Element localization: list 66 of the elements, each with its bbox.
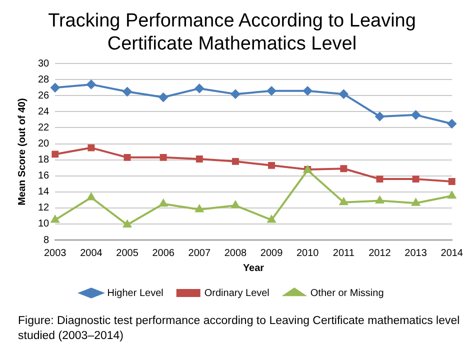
legend-label: Higher Level [107, 288, 164, 299]
point [268, 162, 276, 169]
point [376, 176, 384, 183]
point [196, 156, 203, 162]
y-tick-label: 20 [38, 138, 50, 150]
point [88, 144, 95, 152]
text: Figure: Diagnostic test performance according to Leaving Certificate mathematics level studied (2003–2014) [17, 314, 461, 344]
point [375, 112, 384, 122]
point [340, 165, 348, 172]
point [230, 90, 240, 99]
point [447, 119, 456, 128]
legend-label: Other or Missing [310, 288, 384, 299]
x-tick-label: 2010 [296, 248, 320, 259]
point [52, 150, 59, 158]
point [194, 84, 204, 93]
point [195, 205, 204, 212]
point [232, 158, 239, 165]
x-tick-label: 2012 [368, 248, 392, 259]
point [122, 87, 132, 96]
y-tick-label: 10 [38, 218, 50, 230]
point [339, 90, 348, 99]
y-tick-label: 26 [38, 90, 50, 102]
y-tick-label: 16 [38, 170, 50, 182]
y-axis-title: Mean Score (out of 40) [16, 98, 28, 206]
point [51, 215, 60, 223]
point [160, 154, 167, 161]
x-tick-label: 2005 [116, 248, 139, 259]
point [340, 198, 348, 206]
point [448, 178, 456, 185]
point [123, 220, 132, 228]
point [159, 199, 168, 207]
x-tick-label: 2009 [260, 248, 284, 259]
x-tick-label: 2003 [44, 248, 67, 259]
y-tick-label: 14 [38, 186, 50, 198]
point [268, 215, 276, 223]
x-tick-label: 2007 [188, 248, 211, 259]
x-tick-label: 2011 [332, 248, 355, 259]
y-tick-label: 24 [38, 106, 50, 118]
point [158, 92, 168, 102]
x-tick-label: 2006 [152, 248, 175, 259]
text: Certificate Mathematics Level [107, 33, 357, 54]
y-tick-label: 30 [38, 58, 50, 70]
point [50, 83, 60, 92]
y-tick-label: 8 [44, 234, 50, 246]
x-tick-label: 2004 [80, 248, 103, 259]
text: Tracking Performance According to Leaving [48, 10, 416, 32]
x-axis-title: Year [242, 262, 264, 274]
point [412, 176, 420, 183]
point [267, 86, 276, 96]
point [303, 86, 312, 96]
y-tick-label: 18 [38, 154, 50, 166]
point [412, 198, 420, 206]
point [87, 193, 96, 200]
point [411, 110, 420, 120]
x-tick-label: 2008 [224, 248, 248, 259]
point [231, 201, 240, 208]
x-tick-label: 2014 [440, 248, 464, 259]
point [376, 196, 384, 204]
x-tick-label: 2013 [404, 248, 428, 259]
y-tick-label: 28 [38, 74, 50, 86]
legend-label: Ordinary Level [204, 288, 270, 299]
point [86, 80, 96, 89]
point [124, 154, 131, 161]
y-tick-label: 22 [38, 122, 50, 134]
y-tick-label: 12 [38, 202, 50, 214]
point [448, 191, 456, 199]
